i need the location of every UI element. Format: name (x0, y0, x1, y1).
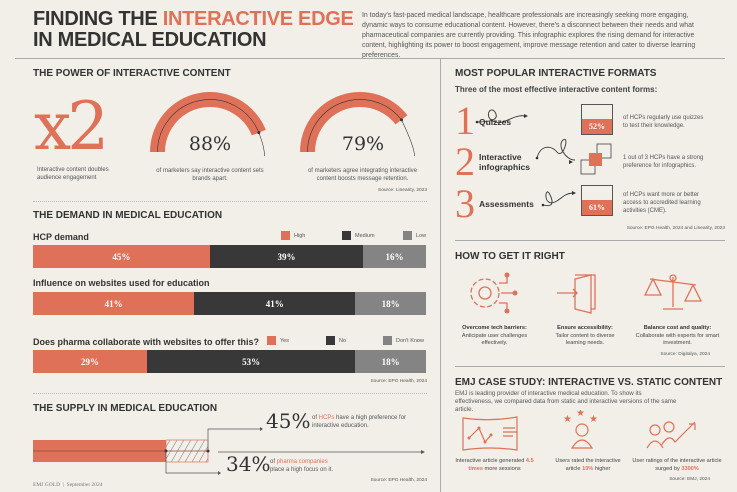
case-item: Users rated the interactive article 10% … (555, 458, 621, 472)
gauge-line (307, 99, 415, 157)
page-title: FINDING THE INTERACTIVE EDGE IN MEDICAL E… (33, 9, 354, 51)
svg-text:★: ★ (563, 414, 572, 425)
bar-label: Does pharma collaborate with websites to… (33, 337, 260, 347)
svg-text:★: ★ (589, 414, 598, 425)
x2-caption: Interactive content doubles audience eng… (37, 167, 109, 181)
section-title: HOW TO GET IT RIGHT (455, 251, 565, 262)
format-number: 3 (455, 181, 475, 226)
bar-segment: 41% (194, 292, 356, 315)
gauge-arc (300, 92, 408, 152)
bar-segment: 45% (33, 245, 210, 268)
stacked-bar: 29% 53% 18% (33, 350, 426, 373)
section-title: MOST POPULAR INTERACTIVE FORMATS (455, 68, 657, 79)
stat-box: 52% (581, 104, 613, 135)
case-item: User ratings of the interactive article … (632, 458, 722, 472)
divider (455, 366, 725, 367)
legend-item: High (281, 231, 305, 240)
bar-segment: 39% (209, 245, 364, 268)
source: Source: EPG Health, 2024 (370, 478, 427, 483)
legend-item: No (326, 336, 346, 345)
title-part: FINDING THE (33, 8, 163, 30)
gauge-value: 88% (188, 133, 232, 155)
gauge-value: 79% (341, 133, 385, 155)
title-part: IN MEDICAL EDUCATION (33, 29, 267, 51)
format-number: 1 (455, 98, 475, 143)
how-item: Balance cost and quality: Collaborate wit… (635, 325, 720, 346)
case-text: EMJ is leading provider of interactive m… (455, 390, 677, 413)
gauge-marker (399, 118, 403, 122)
bar-segment: 29% (33, 350, 147, 373)
section-title: THE DEMAND IN MEDICAL EDUCATION (33, 210, 223, 221)
hcp-value: 45% (266, 409, 311, 433)
section-title: THE POWER OF INTERACTIVE CONTENT (33, 68, 231, 79)
supply-bar (33, 427, 425, 475)
stat-box: 61% (581, 185, 613, 216)
divider (455, 240, 725, 241)
source: Source: EPG Health, 2024 (370, 379, 427, 384)
stars-icon: ★ ★ ★ (467, 410, 598, 444)
gauge-caption: of marketers say interactive content set… (156, 168, 264, 182)
format-graphics (475, 109, 612, 207)
source: Source: EPG Health, 2024 and Linearity, … (626, 226, 725, 231)
format-text: 1 out of 3 HCPs have a strong preference… (623, 155, 704, 169)
divider (15, 58, 725, 59)
gauge-caption: of marketers agree integrating interacti… (307, 168, 418, 182)
format-number: 2 (455, 139, 475, 184)
format-name: Interactive infographics (479, 152, 531, 172)
pharma-text: of pharma companies place a high focus on… (270, 459, 334, 473)
divider (33, 201, 427, 202)
format-text: of HCPs regularly use quizzes to test th… (623, 115, 704, 129)
bar-label: HCP demand (33, 232, 89, 242)
scale-icon (643, 274, 703, 310)
legend-item: Don't Know (383, 336, 424, 345)
gauges (150, 92, 415, 157)
legend-item: Low (403, 231, 426, 240)
bar-segment: 41% (33, 292, 195, 315)
intro-text: In today's fast-paced medical landscape,… (362, 12, 696, 59)
chart-icon (462, 416, 518, 451)
pharma-value: 34% (226, 452, 271, 476)
source: Source: Linearity, 2023 (378, 188, 427, 193)
format-name: Assessments (479, 199, 534, 209)
gear-icon (470, 275, 513, 311)
door-icon (557, 274, 596, 314)
footer: EMJ GOLD | September 2024 (33, 482, 103, 488)
gauge-line (157, 99, 265, 157)
bar-segment: 18% (355, 350, 426, 373)
section-title: EMJ CASE STUDY: INTERACTIVE VS. STATIC C… (455, 377, 723, 388)
legend-item: Medium (342, 231, 375, 240)
bar-segment: 16% (363, 245, 426, 268)
x2-stat: x2 (34, 88, 109, 165)
title-accent: INTERACTIVE EDGE (162, 8, 354, 30)
how-item: Overcome tech barriers: Anticipate user c… (461, 325, 528, 346)
format-text: of HCPs want more or better access to ac… (623, 192, 701, 214)
stacked-bar: 41% 41% 18% (33, 292, 426, 315)
case-icons: ★ ★ ★ (462, 410, 696, 451)
bar-label: Influence on websites used for education (33, 278, 210, 288)
source: Source: EMJ, 2024 (669, 477, 710, 482)
source: Source: Digitalya, 2024 (660, 352, 710, 357)
bar-segment: 53% (146, 350, 356, 373)
divider (33, 393, 427, 394)
section-title: THE SUPPLY IN MEDICAL EDUCATION (33, 403, 218, 414)
gauge-marker (257, 131, 261, 135)
user-icon (570, 423, 594, 449)
format-name: Quizzes (479, 117, 512, 127)
how-item: Ensure accessibility: Tailor content to d… (555, 325, 615, 346)
stacked-bar: 45% 39% 16% (33, 245, 426, 268)
users-growth-icon (646, 421, 696, 449)
hcp-text: of HCPs have a high preference for inter… (312, 415, 407, 429)
bar-segment: 18% (355, 292, 426, 315)
legend-item: Yes (267, 336, 289, 345)
case-item: Interactive article generated 4.5 times … (455, 458, 534, 472)
section-subtitle: Three of the most effective interactive … (455, 85, 658, 94)
divider (440, 58, 441, 492)
svg-text:★: ★ (576, 410, 585, 419)
how-icons (470, 272, 703, 314)
